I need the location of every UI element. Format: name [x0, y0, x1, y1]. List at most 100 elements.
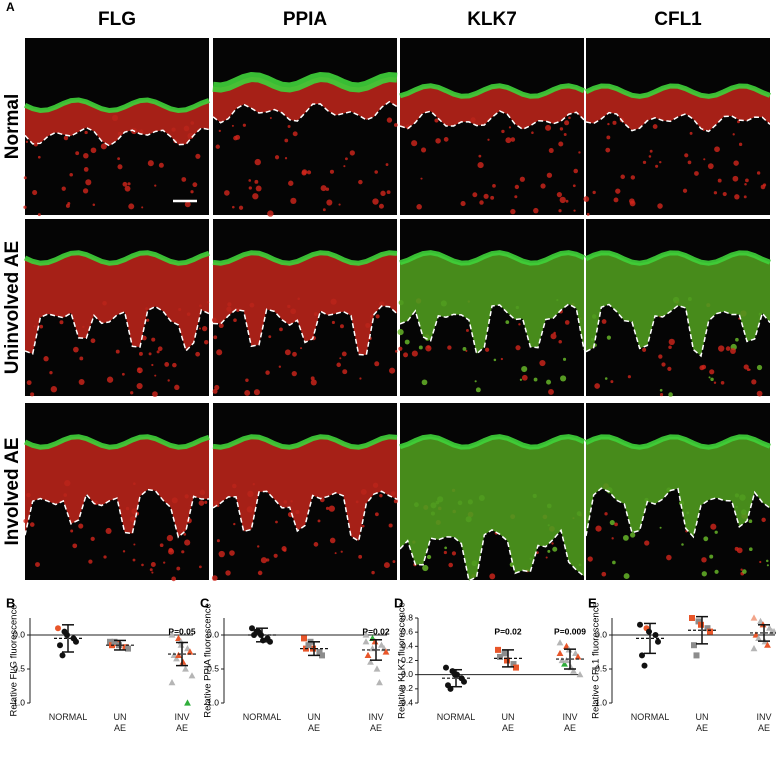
cell [253, 389, 260, 396]
point [576, 671, 584, 678]
cell [148, 352, 152, 356]
x-tick-label: UN AE [113, 712, 127, 733]
cell [338, 203, 341, 206]
cell [106, 376, 114, 383]
epidermis [213, 252, 397, 355]
cell [257, 570, 263, 576]
annotation: P=0.05 [168, 626, 195, 636]
cell [90, 147, 97, 154]
y-tick-label: -0.5 [204, 663, 219, 673]
point [182, 665, 189, 672]
cell [50, 386, 58, 393]
cell [756, 390, 763, 397]
cell [339, 357, 342, 360]
cell [521, 365, 528, 373]
cell [730, 348, 736, 354]
cell [216, 539, 220, 543]
cell [505, 320, 510, 325]
cell [254, 158, 261, 166]
cell [489, 573, 496, 580]
cell [374, 512, 379, 517]
annotation: P=0.009 [554, 626, 586, 636]
cell [342, 369, 348, 375]
cell [154, 374, 157, 377]
cell [132, 558, 136, 562]
cell [514, 184, 520, 190]
cell [83, 167, 89, 172]
cell [380, 190, 386, 197]
cell [484, 347, 490, 352]
point [766, 624, 773, 631]
cell [551, 542, 554, 545]
cell [668, 338, 675, 346]
point [168, 679, 176, 686]
stratum-corneum [399, 83, 586, 99]
cell [375, 314, 380, 319]
x-tick-label: NORMAL [242, 712, 282, 722]
cell [212, 388, 218, 394]
cell [244, 390, 251, 396]
cell [614, 522, 618, 527]
cell [708, 376, 711, 379]
cell [427, 345, 430, 349]
cell [667, 366, 672, 371]
point [175, 634, 182, 641]
cell [151, 337, 156, 342]
point [267, 638, 273, 645]
cell [404, 339, 410, 345]
cell [573, 209, 576, 212]
cell [642, 347, 647, 352]
cell [736, 547, 743, 554]
point [59, 652, 66, 659]
cell [292, 131, 298, 137]
cell [287, 125, 291, 129]
cell [195, 351, 201, 357]
cell [630, 175, 636, 180]
cell [722, 191, 727, 197]
cell [444, 546, 447, 550]
micrograph [23, 38, 210, 217]
point [655, 638, 661, 645]
cell [420, 177, 423, 180]
cell [416, 204, 422, 210]
cell [211, 575, 218, 581]
cell [689, 131, 693, 135]
cell [130, 391, 134, 395]
cell [548, 148, 554, 154]
cell [117, 164, 123, 170]
cell [159, 543, 164, 548]
cell [336, 362, 341, 368]
cell [90, 536, 95, 541]
cell [707, 163, 714, 170]
point [556, 639, 564, 646]
point [253, 628, 260, 635]
cell [546, 379, 552, 385]
cell [158, 162, 164, 168]
cell [146, 318, 150, 322]
cell [265, 370, 270, 375]
point [443, 664, 449, 671]
cell [284, 349, 291, 356]
point [249, 625, 255, 632]
cell [255, 185, 262, 192]
cell [152, 391, 158, 398]
cell [611, 537, 614, 540]
cell [533, 377, 538, 382]
stratum-corneum [23, 250, 210, 266]
cell [26, 380, 32, 386]
cell [601, 571, 607, 577]
cell [510, 208, 516, 215]
stratum-corneum [212, 434, 398, 450]
cell [492, 183, 496, 188]
point [563, 642, 570, 649]
point [376, 679, 383, 686]
point [175, 651, 182, 658]
cell [745, 178, 749, 183]
epidermis [586, 252, 770, 357]
cell [564, 320, 570, 325]
cell [300, 347, 303, 350]
cell [82, 188, 89, 194]
point [461, 678, 467, 685]
point [362, 638, 370, 645]
